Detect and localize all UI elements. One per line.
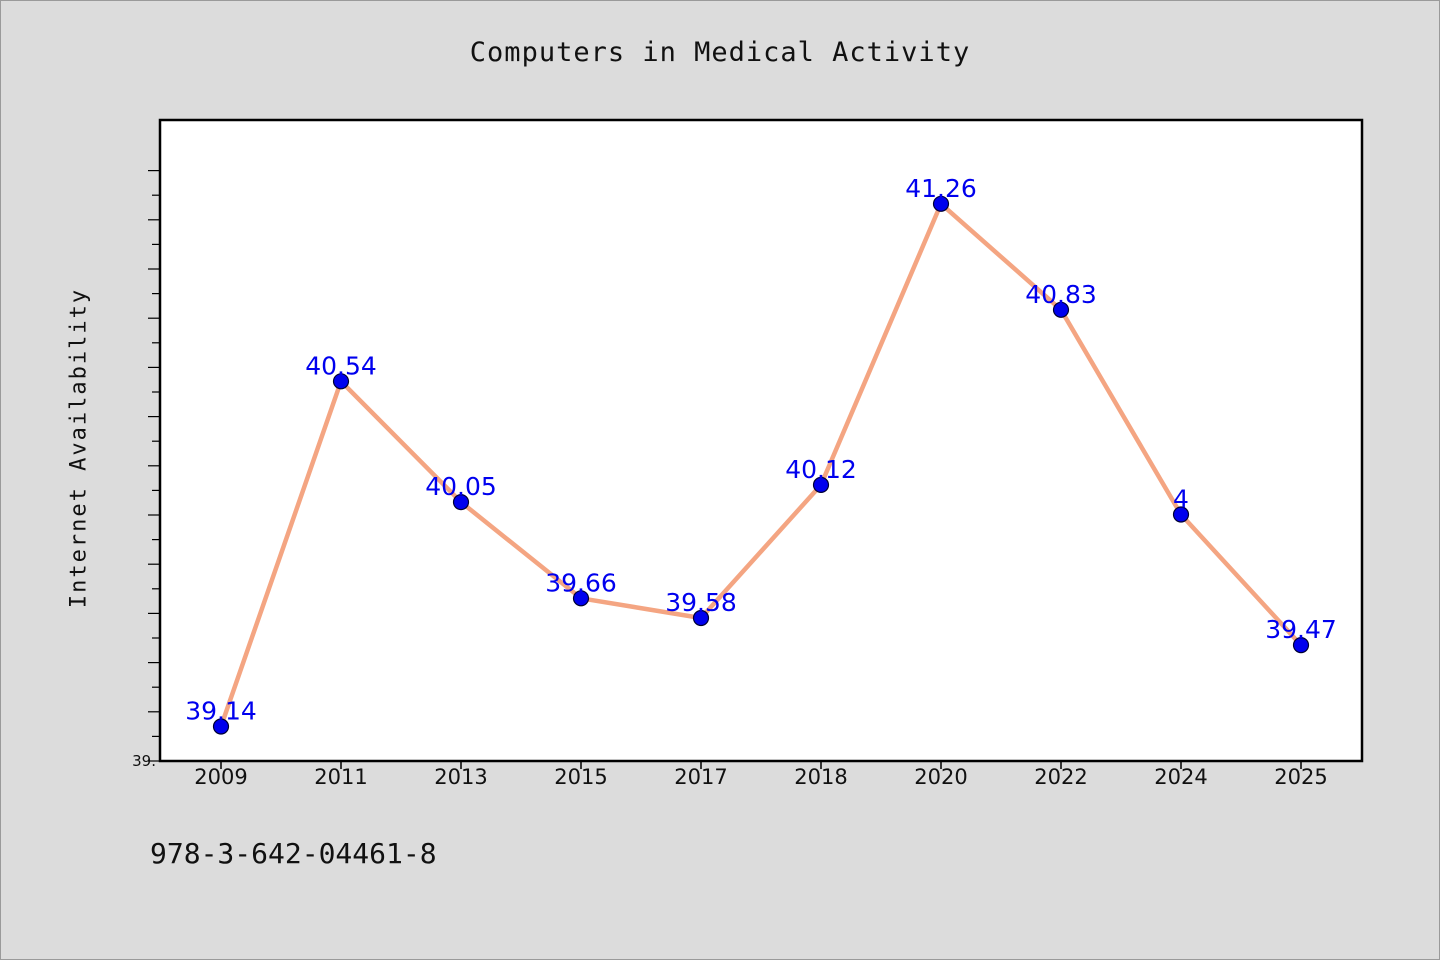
data-point — [1052, 301, 1070, 318]
chart-title: Computers in Medical Activity — [469, 37, 971, 68]
data-point — [212, 718, 230, 735]
y-axis-ticks: 39. — [132, 170, 160, 770]
data-label: 39.66 — [545, 568, 617, 597]
data-point — [332, 373, 350, 390]
data-point — [692, 609, 710, 627]
data-point — [572, 590, 590, 607]
data-point — [1292, 636, 1310, 654]
x-tick-label: 2013 — [434, 765, 487, 789]
data-label: 39.47 — [1265, 615, 1337, 644]
data-label: 39.58 — [665, 588, 737, 617]
x-tick-label: 2017 — [674, 765, 727, 789]
data-point — [812, 476, 830, 493]
x-tick-label: 2015 — [554, 765, 607, 789]
x-tick-label: 2011 — [314, 765, 367, 789]
data-point — [932, 195, 950, 212]
y-tick-label: 39. — [132, 752, 156, 770]
data-label: 40.83 — [1025, 280, 1097, 309]
plot-area — [158, 118, 1364, 763]
x-tick-label: 2024 — [1154, 765, 1207, 789]
data-label: 4 — [1173, 485, 1189, 514]
series-line — [218, 201, 1303, 728]
data-label: 40.12 — [785, 455, 857, 484]
data-label: 39.14 — [185, 697, 257, 726]
x-axis-ticks: 2009 2011 2013 2015 2017 2018 2020 2022 2024 2025 — [194, 761, 1328, 789]
series-markers — [212, 195, 1310, 735]
x-tick-label: 2020 — [914, 765, 967, 789]
data-point — [452, 494, 470, 511]
x-tick-label: 2025 — [1274, 765, 1327, 789]
isbn-annotation: 978-3-642-04461-8 — [150, 837, 437, 870]
data-label: 41.26 — [905, 174, 977, 203]
data-label: 40.05 — [425, 472, 497, 501]
data-labels: 39.14 40.54 40.05 39.66 39.58 40.12 41.26 40.83… — [185, 174, 1337, 726]
x-tick-label: 2009 — [194, 765, 247, 789]
data-label: 40.54 — [305, 351, 377, 380]
x-tick-label: 2018 — [794, 765, 847, 789]
data-point — [1172, 506, 1190, 523]
x-tick-label: 2022 — [1034, 765, 1087, 789]
